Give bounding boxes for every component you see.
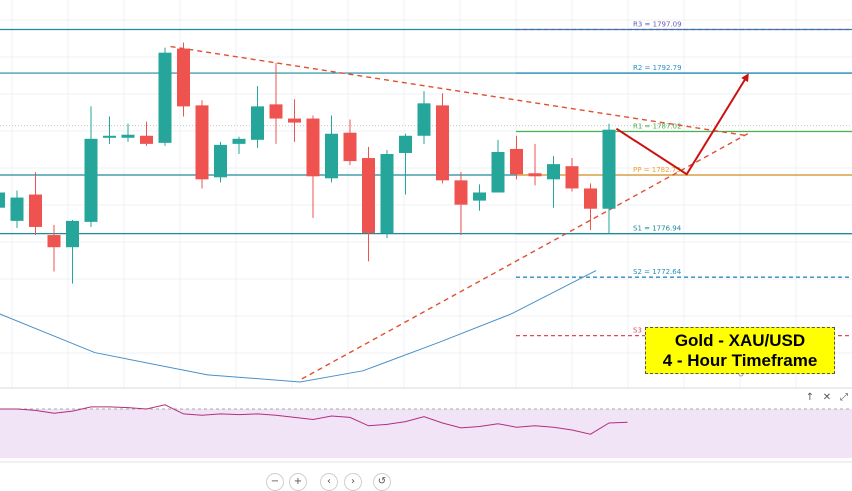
pivot-label: R3 = 1797.09 xyxy=(633,20,682,28)
candle-body xyxy=(47,235,61,248)
expand-icon[interactable]: ⤢ xyxy=(840,392,848,403)
caption-timeframe: 4 - Hour Timeframe xyxy=(662,351,818,370)
candle-body xyxy=(547,164,560,180)
move-up-icon[interactable]: ↑ xyxy=(805,392,815,403)
candle-body xyxy=(84,138,98,222)
candle xyxy=(510,135,523,180)
candle xyxy=(380,149,394,239)
zoom-out-button[interactable]: − xyxy=(266,473,284,491)
candle-body xyxy=(158,52,172,143)
candle-body xyxy=(66,220,79,248)
candle xyxy=(251,86,264,148)
candle xyxy=(306,115,320,218)
candle-body xyxy=(491,151,505,193)
candle-body xyxy=(565,166,579,189)
candle-body xyxy=(436,105,449,181)
candle xyxy=(140,121,153,146)
resistance-trendline xyxy=(170,45,748,137)
candle-body xyxy=(417,103,431,136)
chart-caption: Gold - XAU/USD 4 - Hour Timeframe xyxy=(645,327,835,374)
candle xyxy=(417,91,431,144)
candle xyxy=(528,143,542,186)
zoom-in-button[interactable]: + xyxy=(289,473,307,491)
candle-body xyxy=(343,132,357,162)
candle xyxy=(491,139,505,193)
candle xyxy=(47,224,61,272)
pivot-label: S2 = 1772.64 xyxy=(633,268,682,276)
pivot-label: S1 = 1776.94 xyxy=(633,225,682,233)
candle-body xyxy=(306,118,320,177)
candle-body xyxy=(214,144,227,178)
candle xyxy=(343,119,357,166)
support-trendline xyxy=(301,133,749,380)
close-icon[interactable]: ✕ xyxy=(822,392,832,403)
reset-chart-button[interactable]: ↺ xyxy=(373,473,391,491)
candle-body xyxy=(121,134,135,138)
candle xyxy=(232,136,246,154)
candle-body xyxy=(602,129,616,209)
candle-body xyxy=(103,135,116,138)
candle xyxy=(454,172,468,236)
candle-body xyxy=(454,180,468,205)
candle xyxy=(269,62,283,144)
candle-body xyxy=(269,104,283,119)
candle-body xyxy=(29,194,42,227)
candle xyxy=(547,156,560,208)
candle xyxy=(177,42,190,117)
scroll-right-button[interactable]: › xyxy=(344,473,362,491)
candle-body xyxy=(510,148,523,175)
candle xyxy=(158,47,172,146)
candle xyxy=(66,219,79,284)
forecast-arrow xyxy=(615,73,749,176)
candle-body xyxy=(251,106,264,140)
candle xyxy=(325,115,338,183)
candle xyxy=(10,190,24,228)
candle xyxy=(29,172,42,236)
candle xyxy=(84,106,98,227)
candle xyxy=(584,183,597,230)
candle xyxy=(0,192,5,208)
candle-body xyxy=(195,105,209,180)
candle-body xyxy=(362,158,375,234)
candle-body xyxy=(0,192,5,208)
candle-body xyxy=(177,48,190,107)
candle-body xyxy=(528,173,542,177)
candle xyxy=(103,116,116,144)
rsi-line xyxy=(0,404,628,435)
grid xyxy=(0,0,852,388)
candle-body xyxy=(288,118,301,123)
candle xyxy=(399,133,412,195)
candle xyxy=(565,158,579,192)
candle-body xyxy=(380,154,394,234)
candle-body xyxy=(473,192,486,201)
candle xyxy=(602,123,616,234)
candle xyxy=(362,146,375,262)
candle-body xyxy=(140,135,153,144)
pivot-label: R2 = 1792.79 xyxy=(633,64,682,72)
candle xyxy=(214,141,227,183)
moving-average-line xyxy=(0,270,597,383)
scroll-left-button[interactable]: ‹ xyxy=(320,473,338,491)
candle-body xyxy=(232,138,246,144)
candle-body xyxy=(10,197,24,221)
candle-body xyxy=(325,133,338,179)
caption-instrument: Gold - XAU/USD xyxy=(674,331,806,350)
pivot-label: R1 = 1787.02 xyxy=(633,123,682,131)
pivot-label: PP = 1782.73 xyxy=(633,166,681,174)
rsi-band xyxy=(0,409,852,458)
candle xyxy=(473,184,486,211)
candle xyxy=(436,93,449,184)
candle xyxy=(288,99,301,142)
candle xyxy=(121,123,135,142)
candle-body xyxy=(584,188,597,209)
candle xyxy=(195,100,209,189)
candle-body xyxy=(399,135,412,153)
